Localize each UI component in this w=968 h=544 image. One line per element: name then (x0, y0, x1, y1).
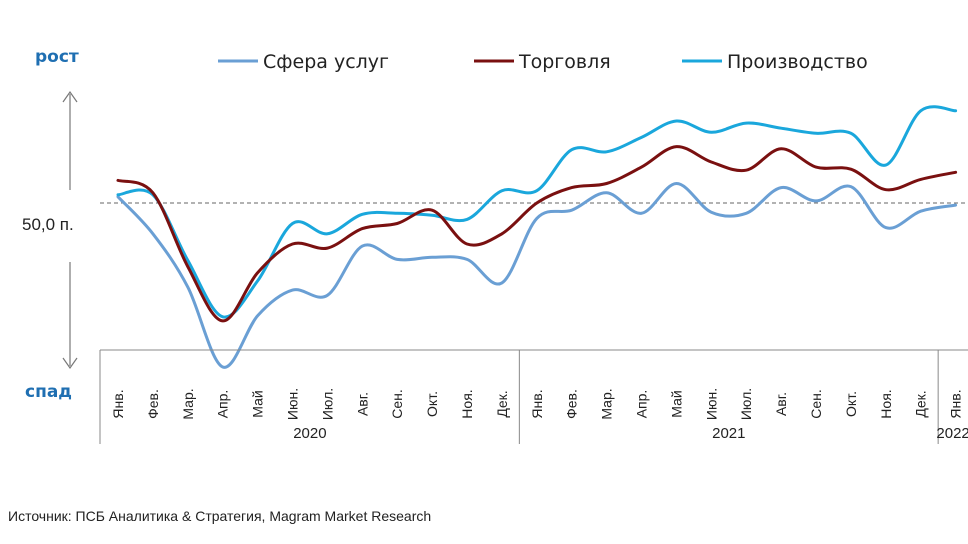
x-tick-label: Июл. (319, 388, 335, 420)
x-tick-label: Авг. (773, 392, 789, 416)
x-tick-label: Авг. (354, 392, 370, 416)
year-label: 2020 (293, 425, 326, 442)
series-line-3 (116, 105, 958, 319)
decline-label: спад (25, 382, 72, 402)
x-tick-label: Июн. (285, 388, 301, 420)
x-tick-label: Сен. (389, 389, 405, 419)
source-note: Источник: ПСБ Аналитика & Стратегия, Mag… (8, 508, 432, 524)
series-line-1 (116, 181, 958, 369)
x-tick-label: Окт. (424, 391, 440, 417)
x-tick-label: Янв. (529, 389, 545, 418)
legend-label: Сфера услуг (263, 51, 389, 73)
x-tick-label: Дек. (494, 390, 510, 417)
x-tick-label: Дек. (913, 390, 929, 417)
legend-label: Торговля (518, 51, 611, 73)
x-tick-label: Май (668, 390, 684, 417)
x-tick-label: Фев. (145, 389, 161, 419)
chart: рост спад 50,0 п. Янв. Фев. Мар. Апр. Май Июн… (22, 47, 968, 444)
y-axis-arrowhead-down (62, 357, 78, 370)
x-tick-label: Июн. (703, 388, 719, 420)
y-axis-arrowhead-up (62, 90, 78, 103)
x-tick-label: Янв. (110, 389, 126, 418)
growth-label: рост (35, 47, 79, 67)
year-label: 2021 (712, 425, 745, 442)
x-tick-label: Апр. (215, 390, 231, 419)
x-tick-label: Ноя. (878, 389, 894, 418)
x-tick-label: Окт. (843, 391, 859, 417)
x-tick-label: Апр. (634, 390, 650, 419)
x-tick-label: Ноя. (459, 389, 475, 418)
x-tick-label: Мар. (180, 388, 196, 419)
x-tick-label: Янв. (948, 389, 964, 418)
x-tick-label: Май (250, 390, 266, 417)
reference-label: 50,0 п. (22, 215, 74, 234)
year-label: 2022 (936, 425, 968, 442)
x-tick-label: Июл. (738, 388, 754, 420)
x-tick-label: Сен. (808, 389, 824, 419)
x-tick-label: Мар. (599, 388, 615, 419)
series-line-2 (116, 145, 958, 323)
legend-label: Производство (727, 51, 868, 73)
x-tick-label: Фев. (564, 389, 580, 419)
